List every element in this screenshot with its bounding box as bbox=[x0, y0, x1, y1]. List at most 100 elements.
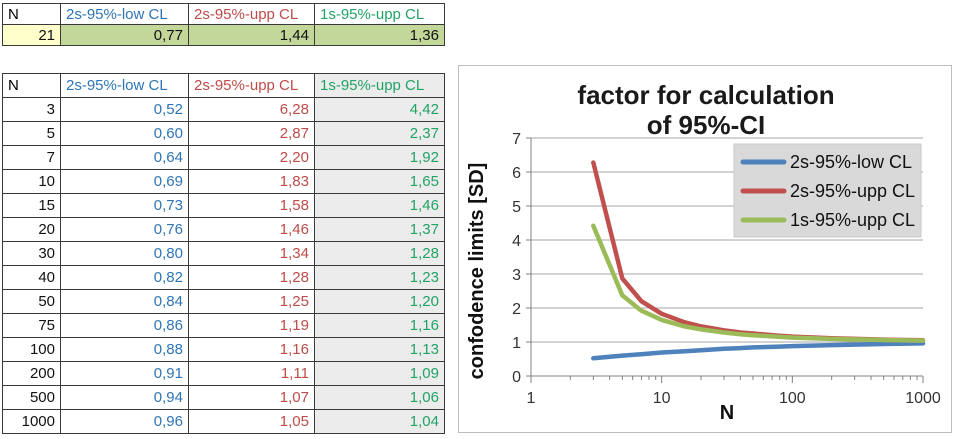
legend-label: 1s-95%-upp CL bbox=[790, 210, 915, 230]
table-cell[interactable]: 1,16 bbox=[188, 337, 315, 362]
table-cell[interactable]: 2,20 bbox=[188, 145, 315, 170]
table-row: 200 0,91 1,11 1,09 bbox=[2, 361, 445, 386]
summary-cell-n[interactable]: 21 bbox=[2, 24, 61, 46]
table-cell[interactable]: 0,52 bbox=[60, 97, 189, 122]
table-cell[interactable]: 1,58 bbox=[188, 193, 315, 218]
table-cell[interactable]: 6,28 bbox=[188, 97, 315, 122]
table-cell[interactable]: 1,34 bbox=[188, 241, 315, 266]
y-tick-label: 7 bbox=[512, 131, 521, 148]
table-cell[interactable]: 15 bbox=[2, 193, 61, 218]
table-cell[interactable]: 100 bbox=[2, 337, 61, 362]
table-cell[interactable]: 1,04 bbox=[314, 409, 445, 434]
table-cell[interactable]: 0,80 bbox=[60, 241, 189, 266]
table-cell[interactable]: 1,92 bbox=[314, 145, 445, 170]
lookup-header-n[interactable]: N bbox=[2, 73, 61, 98]
table-cell[interactable]: 1,05 bbox=[188, 409, 315, 434]
x-tick-label: 100 bbox=[779, 390, 806, 407]
lookup-table: N 2s-95%-low CL 2s-95%-upp CL 1s-95%-upp… bbox=[2, 73, 445, 434]
table-cell[interactable]: 0,84 bbox=[60, 289, 189, 314]
table-cell[interactable]: 0,82 bbox=[60, 265, 189, 290]
table-row: 5 0,60 2,87 2,37 bbox=[2, 121, 445, 146]
chart-object[interactable]: 0 1 2 3 4 5 6 7 1 10 100 1000 factor for calculation… bbox=[458, 65, 952, 433]
summary-header-2s-upp[interactable]: 2s-95%-upp CL bbox=[188, 3, 315, 25]
y-tick-label: 1 bbox=[512, 335, 521, 352]
table-row: 10 0,69 1,83 1,65 bbox=[2, 169, 445, 194]
table-cell[interactable]: 200 bbox=[2, 361, 61, 386]
table-cell[interactable]: 1,46 bbox=[188, 217, 315, 242]
y-tick-label: 4 bbox=[512, 233, 521, 250]
table-cell[interactable]: 0,96 bbox=[60, 409, 189, 434]
table-cell[interactable]: 1,11 bbox=[188, 361, 315, 386]
table-cell[interactable]: 1,16 bbox=[314, 313, 445, 338]
table-cell[interactable]: 0,94 bbox=[60, 385, 189, 410]
x-axis-title: N bbox=[720, 402, 734, 424]
table-cell[interactable]: 0,64 bbox=[60, 145, 189, 170]
table-row: 30 0,80 1,34 1,28 bbox=[2, 241, 445, 266]
table-cell[interactable]: 0,60 bbox=[60, 121, 189, 146]
table-row: 500 0,94 1,07 1,06 bbox=[2, 385, 445, 410]
table-cell[interactable]: 0,73 bbox=[60, 193, 189, 218]
lookup-header-1s-upp[interactable]: 1s-95%-upp CL bbox=[314, 73, 445, 98]
table-row: 3 0,52 6,28 4,42 bbox=[2, 97, 445, 122]
table-cell[interactable]: 3 bbox=[2, 97, 61, 122]
table-cell[interactable]: 5 bbox=[2, 121, 61, 146]
table-cell[interactable]: 500 bbox=[2, 385, 61, 410]
y-tick-label: 3 bbox=[512, 267, 521, 284]
table-cell[interactable]: 1,65 bbox=[314, 169, 445, 194]
table-cell[interactable]: 1,37 bbox=[314, 217, 445, 242]
table-cell[interactable]: 1,06 bbox=[314, 385, 445, 410]
table-cell[interactable]: 1,28 bbox=[188, 265, 315, 290]
table-cell[interactable]: 2,37 bbox=[314, 121, 445, 146]
summary-cell-2s-low[interactable]: 0,77 bbox=[60, 24, 189, 46]
table-cell[interactable]: 1,20 bbox=[314, 289, 445, 314]
table-cell[interactable]: 50 bbox=[2, 289, 61, 314]
table-cell[interactable]: 1,83 bbox=[188, 169, 315, 194]
table-cell[interactable]: 2,87 bbox=[188, 121, 315, 146]
summary-header-1s-upp[interactable]: 1s-95%-upp CL bbox=[314, 3, 445, 25]
summary-value-row: 21 0,77 1,44 1,36 bbox=[2, 24, 445, 46]
x-tick-label: 10 bbox=[653, 390, 671, 407]
y-tick-label: 5 bbox=[512, 199, 521, 216]
table-row: 75 0,86 1,19 1,16 bbox=[2, 313, 445, 338]
legend-label: 2s-95%-low CL bbox=[790, 152, 912, 172]
table-cell[interactable]: 0,76 bbox=[60, 217, 189, 242]
table-cell[interactable]: 10 bbox=[2, 169, 61, 194]
table-row: 15 0,73 1,58 1,46 bbox=[2, 193, 445, 218]
table-row: 50 0,84 1,25 1,20 bbox=[2, 289, 445, 314]
table-cell[interactable]: 1,07 bbox=[188, 385, 315, 410]
x-tick-label: 1 bbox=[527, 390, 536, 407]
y-axis-title: confodence limits [SD] bbox=[466, 163, 488, 380]
table-cell[interactable]: 1,23 bbox=[314, 265, 445, 290]
summary-cell-1s-upp[interactable]: 1,36 bbox=[314, 24, 445, 46]
series-line bbox=[591, 341, 926, 361]
table-cell[interactable]: 1,25 bbox=[188, 289, 315, 314]
table-cell[interactable]: 1,13 bbox=[314, 337, 445, 362]
table-cell[interactable]: 0,86 bbox=[60, 313, 189, 338]
table-cell[interactable]: 4,42 bbox=[314, 97, 445, 122]
y-tick-label: 6 bbox=[512, 165, 521, 182]
table-cell[interactable]: 20 bbox=[2, 217, 61, 242]
summary-header-2s-low[interactable]: 2s-95%-low CL bbox=[60, 3, 189, 25]
table-cell[interactable]: 1,19 bbox=[188, 313, 315, 338]
table-cell[interactable]: 0,88 bbox=[60, 337, 189, 362]
summary-cell-2s-upp[interactable]: 1,44 bbox=[188, 24, 315, 46]
table-cell[interactable]: 1000 bbox=[2, 409, 61, 434]
table-cell[interactable]: 0,91 bbox=[60, 361, 189, 386]
table-cell[interactable]: 1,28 bbox=[314, 241, 445, 266]
table-row: 1000 0,96 1,05 1,04 bbox=[2, 409, 445, 434]
lookup-header-2s-low[interactable]: 2s-95%-low CL bbox=[60, 73, 189, 98]
summary-header-n[interactable]: N bbox=[2, 3, 61, 25]
table-cell[interactable]: 30 bbox=[2, 241, 61, 266]
table-row: 100 0,88 1,16 1,13 bbox=[2, 337, 445, 362]
table-cell[interactable]: 75 bbox=[2, 313, 61, 338]
lookup-header-2s-upp[interactable]: 2s-95%-upp CL bbox=[188, 73, 315, 98]
summary-header-row: N 2s-95%-low CL 2s-95%-upp CL 1s-95%-upp… bbox=[2, 3, 445, 25]
legend-label: 2s-95%-upp CL bbox=[790, 181, 915, 201]
x-tick-label: 1000 bbox=[905, 390, 941, 407]
table-cell[interactable]: 0,69 bbox=[60, 169, 189, 194]
table-cell[interactable]: 7 bbox=[2, 145, 61, 170]
table-cell[interactable]: 1,46 bbox=[314, 193, 445, 218]
table-cell[interactable]: 1,09 bbox=[314, 361, 445, 386]
table-cell[interactable]: 40 bbox=[2, 265, 61, 290]
